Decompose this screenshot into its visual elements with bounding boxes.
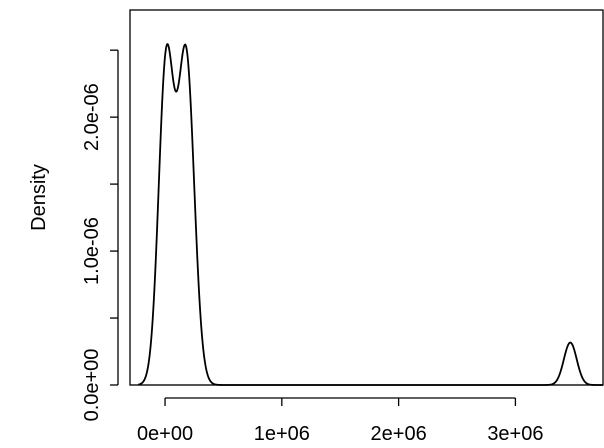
y-tick-label: 1.0e-06 — [81, 217, 103, 285]
x-tick-label: 2e+06 — [371, 423, 427, 445]
plot-frame — [129, 9, 604, 386]
y-tick-label: 0.0e+00 — [81, 349, 103, 422]
y-tick-label: 2.0e-06 — [81, 83, 103, 151]
x-tick-label: 1e+06 — [254, 423, 310, 445]
x-tick-label: 0e+00 — [137, 423, 193, 445]
x-tick-label: 3e+06 — [487, 423, 543, 445]
y-axis-title: Density — [28, 164, 50, 231]
plot-area — [130, 43, 603, 386]
axes: 0e+00 1e+06 2e+06 3e+06 0.0e+00 1.0e-06 2.0e-0… — [28, 9, 604, 445]
density-line — [138, 43, 603, 386]
